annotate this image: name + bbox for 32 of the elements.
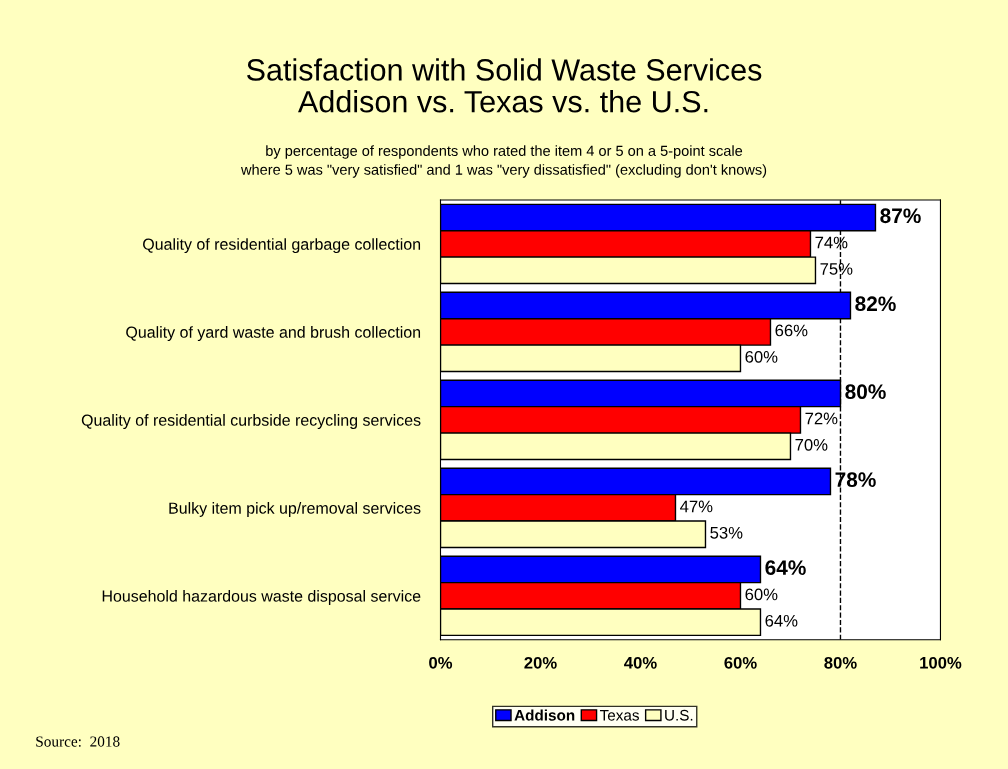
x-tick-label: 40%	[624, 656, 657, 669]
data-label: 72%	[805, 412, 838, 425]
x-tick-label: 100%	[920, 656, 962, 669]
data-label: 64%	[765, 560, 806, 576]
data-label: 53%	[710, 526, 743, 539]
source-note: Source: 2018	[36, 736, 120, 747]
chart-subtitle: by percentage of respondents who rated the item 4 or 5 on a 5-point scale where 5 was "very satisfied" and 1 was "very dissatisfied" (excluding don't knows)	[240, 145, 767, 178]
x-tick-label: 80%	[824, 656, 857, 669]
y-tick-label: Quality of residential garbage collection	[143, 238, 421, 254]
data-label: 47%	[680, 500, 713, 513]
x-tick-label: 0%	[429, 656, 453, 669]
data-label: 64%	[765, 614, 798, 627]
data-label: 87%	[880, 208, 921, 224]
y-tick-label: Bulky item pick up/removal services	[169, 502, 421, 517]
y-tick-label: Quality of yard waste and brush collection	[126, 326, 421, 341]
data-label: 70%	[795, 438, 828, 451]
data-label: 60%	[745, 588, 778, 601]
x-tick-label: 60%	[724, 656, 757, 669]
legend-label: Texas	[599, 710, 639, 721]
chart-title: Satisfaction with Solid Waste Services Addison vs. Texas vs. the U.S.	[246, 58, 762, 113]
y-tick-label: Household hazardous waste disposal service	[102, 590, 421, 605]
data-label: 78%	[835, 472, 876, 488]
y-tick-label: Quality of residential curbside recycling services	[81, 414, 421, 429]
data-label: 60%	[745, 350, 778, 363]
data-label: 66%	[775, 324, 808, 337]
legend-label: Addison	[514, 709, 575, 721]
data-label: 75%	[820, 263, 853, 275]
data-label: 74%	[815, 236, 848, 249]
data-label: 80%	[845, 384, 886, 400]
data-label: 82%	[855, 296, 896, 312]
legend-label: U.S.	[665, 709, 693, 721]
x-tick-label: 20%	[524, 656, 557, 669]
